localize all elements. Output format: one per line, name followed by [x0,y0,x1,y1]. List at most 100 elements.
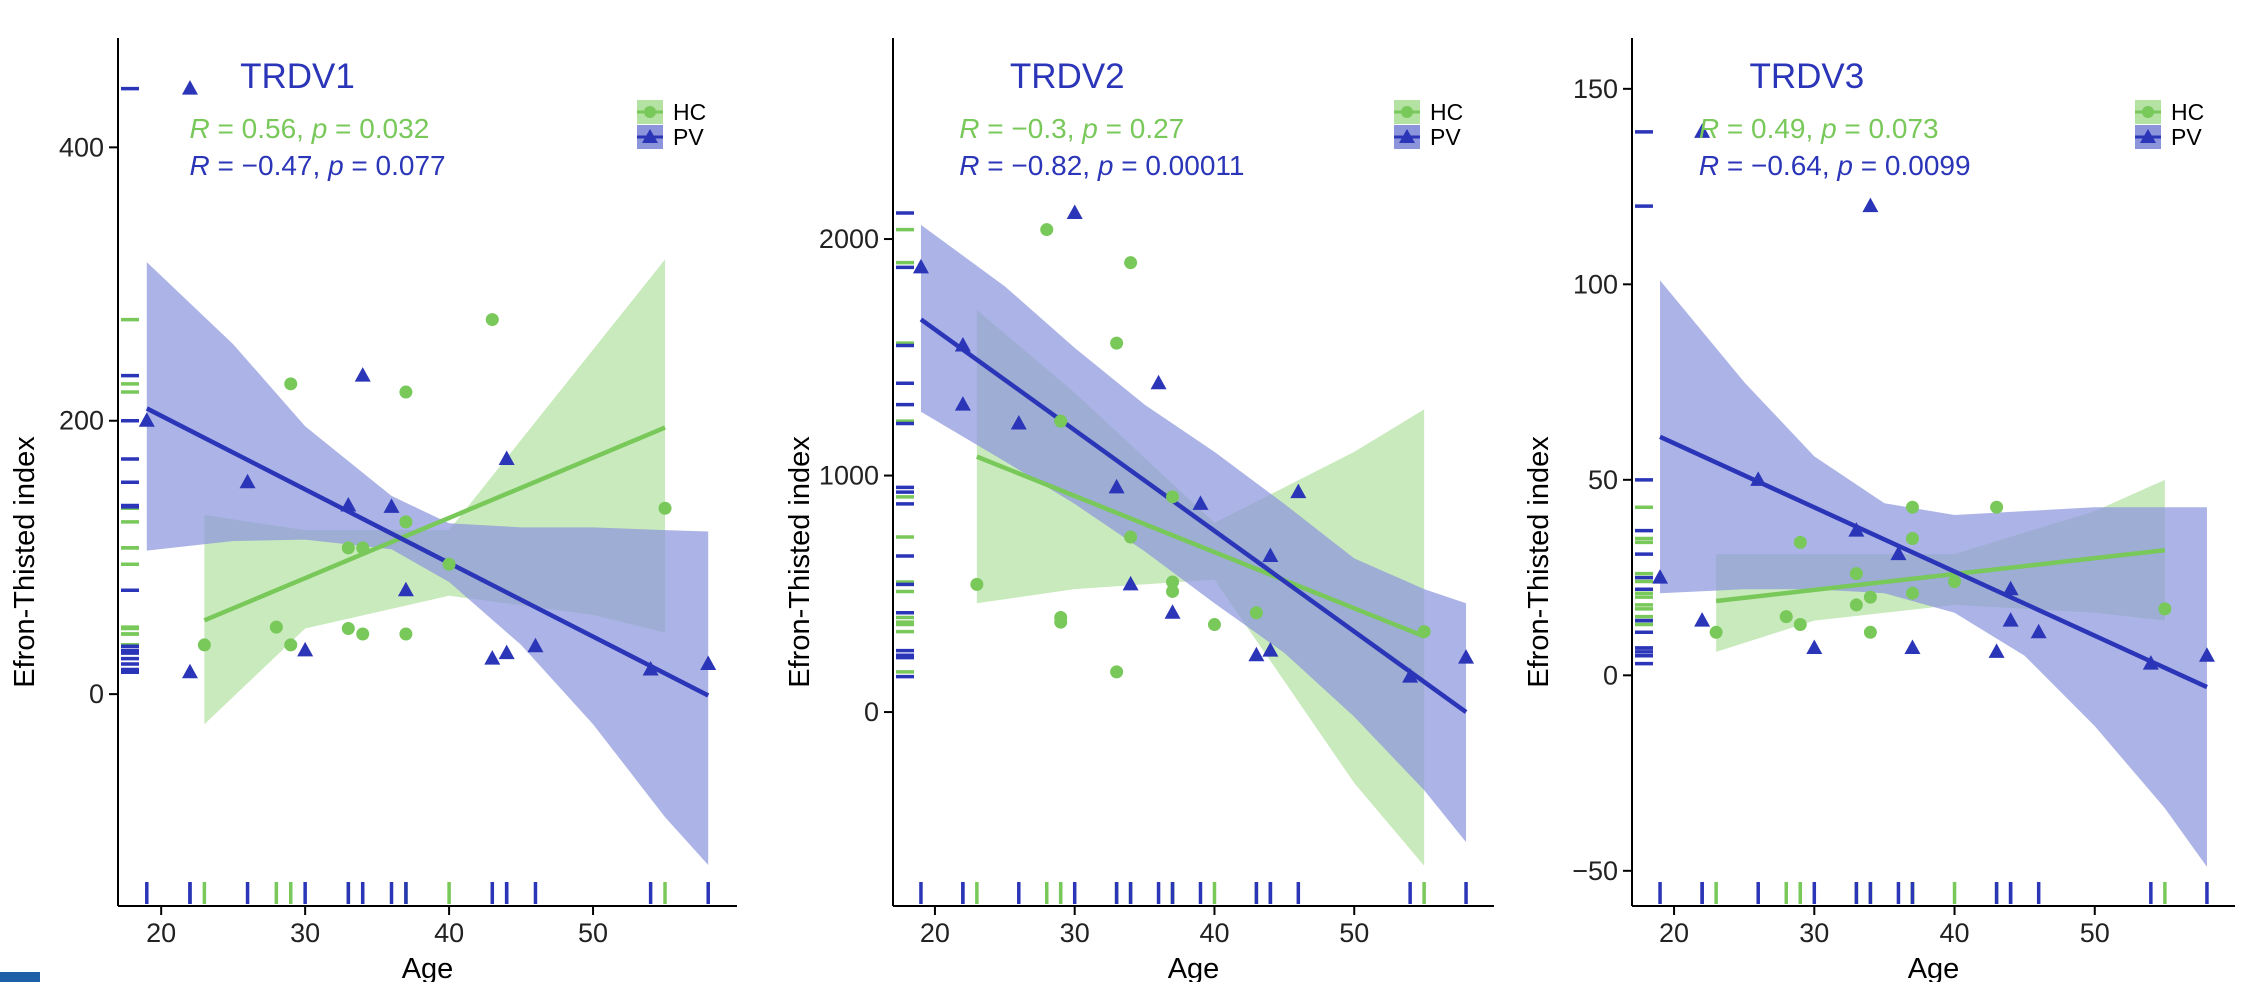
panel-trdv1: 20 30 40 50 0 200 400 Age Efron-Thisted index TRD… [9,38,737,982]
data-point-hc [1166,575,1180,589]
data-point-pv [1652,569,1669,584]
y-tick-label: 1000 [819,461,879,491]
corner-mark [0,972,40,982]
data-point-hc [1990,500,2004,514]
data-point-pv [1108,478,1125,494]
data-point-pv [1066,204,1083,220]
stat-hc: R = 0.56, p = 0.032 [190,113,430,144]
data-point-hc [1863,590,1877,604]
y-tick-label: −50 [1572,856,1618,886]
data-point-hc [658,501,672,515]
x-tick-label: 20 [1659,918,1689,948]
stat-pv: R = −0.47, p = 0.077 [190,150,446,181]
data-point-hc [1110,665,1124,679]
data-point-pv [239,473,256,489]
data-point-hc [1166,490,1180,504]
stat-pv: R = −0.64, p = 0.0099 [1699,150,1971,181]
data-point-hc [1054,414,1068,428]
legend-label-hc: HC [1430,99,1463,125]
data-point-hc [1793,617,1807,631]
data-point-hc [356,541,370,555]
data-point-pv [1862,197,1879,213]
data-point-pv [2198,647,2215,662]
data-point-hc [399,627,413,641]
y-tick-label: 0 [89,679,104,709]
x-tick-label: 20 [146,918,176,948]
x-tick-label: 30 [290,918,320,948]
data-point-hc [1166,584,1180,598]
fit-line-hc [203,425,666,623]
data-point-pv [2030,623,2047,639]
data-point-pv [954,396,971,411]
data-point-hc [341,541,355,555]
data-point-pv [2142,655,2159,670]
data-point-pv [1262,547,1279,562]
data-point-hc [1948,574,1962,588]
x-axis-title: Age [1908,953,1960,982]
data-point-pv [1402,668,1419,683]
x-tick-label: 30 [1799,918,1829,948]
data-point-hc [1905,500,1919,514]
data-point-pv [527,637,544,653]
data-point-pv [498,644,515,660]
data-point-hc [970,577,984,591]
y-tick-label: 200 [59,406,104,436]
stat-hc: R = −0.3, p = 0.27 [959,113,1184,144]
x-tick-label: 20 [920,918,950,948]
data-point-pv [700,655,717,671]
data-point-pv [1122,575,1139,591]
data-point-hc [1849,567,1863,581]
legend-label-pv: PV [1430,124,1461,150]
data-point-hc [442,557,456,571]
x-tick-label: 50 [2080,918,2110,948]
data-point-pv [1694,123,1711,138]
legend-marker-hc [2142,106,2154,118]
y-axis-title: Efron-Thisted index [9,436,41,688]
data-point-pv [1150,374,1167,390]
legend-label-pv: PV [673,124,704,150]
data-point-pv [1248,646,1265,662]
data-point-hc [284,377,298,391]
data-point-pv [1010,415,1027,430]
data-point-hc [1040,223,1054,237]
panel-trdv3: 20 30 40 50 −50 0 50 100 150 Age Efron-Thisted ind… [1523,38,2235,982]
data-point-hc [1849,598,1863,612]
ci-band-pv [920,224,1467,843]
x-axis-title: Age [402,953,454,982]
y-tick-label: 2000 [819,224,879,254]
data-point-pv [912,258,929,274]
data-point-hc [1110,336,1124,350]
fit-line-pv [1659,434,2208,690]
data-point-pv [340,496,357,512]
legend-marker-hc [644,106,656,118]
legend-marker-pv [1399,129,1415,143]
legend-label-hc: HC [2171,99,2204,125]
data-point-pv [1262,642,1279,657]
data-point-hc [1124,530,1138,544]
data-point-hc [485,313,499,327]
ci-band-pv [1660,280,2207,867]
data-point-pv [1988,643,2005,658]
fit-line-pv [919,317,1468,714]
data-point-hc [356,627,370,641]
x-tick-label: 40 [434,918,464,948]
data-point-hc [197,638,211,652]
data-point-hc [269,620,283,634]
data-point-pv [2002,612,2019,627]
y-tick-label: 50 [1588,465,1618,495]
data-point-pv [181,80,198,95]
data-point-pv [954,336,971,352]
data-point-pv [383,498,400,513]
y-tick-label: 0 [1603,660,1618,690]
legend-label-pv: PV [2171,124,2202,150]
panel-title: TRDV1 [240,57,355,96]
data-point-pv [1694,612,1711,627]
x-tick-label: 50 [578,918,608,948]
ci-band-pv [146,262,709,865]
fit-line-hc [976,454,1425,639]
data-point-pv [1192,495,1209,510]
data-point-pv [642,661,659,676]
x-axis-title: Age [1168,953,1220,982]
data-point-hc [399,385,413,399]
